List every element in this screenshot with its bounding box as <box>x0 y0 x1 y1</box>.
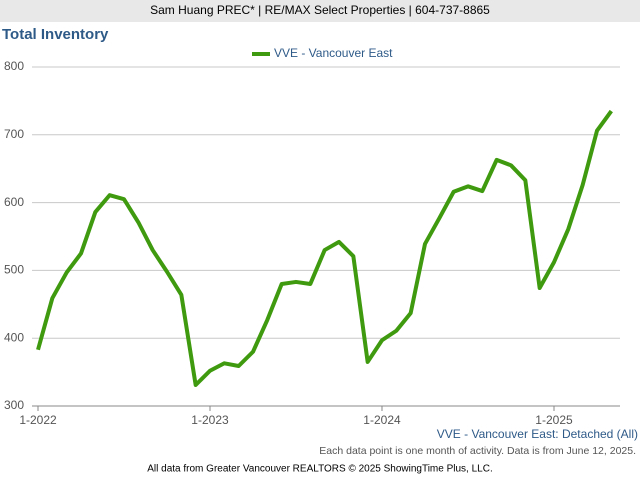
series-line <box>36 109 613 387</box>
y-tick-label: 600 <box>4 195 24 209</box>
x-tick-label: 1-2022 <box>19 413 57 427</box>
y-tick-label: 300 <box>4 398 24 412</box>
y-tick-label: 800 <box>4 59 24 73</box>
x-tick-label: 1-2024 <box>363 413 401 427</box>
y-tick-label: 700 <box>4 127 24 141</box>
note: Each data point is one month of activity… <box>319 445 636 457</box>
footer: All data from Greater Vancouver REALTORS… <box>147 464 492 475</box>
header: Sam Huang PREC* | RE/MAX Select Properti… <box>150 3 490 17</box>
chart-title: Total Inventory <box>2 26 109 43</box>
x-tick-label: 1-2025 <box>535 413 573 427</box>
y-tick-label: 400 <box>4 330 24 344</box>
y-tick-label: 500 <box>4 263 24 277</box>
subtitle: VVE - Vancouver East: Detached (All) <box>437 427 638 441</box>
x-tick-label: 1-2023 <box>191 413 229 427</box>
header-bar <box>0 0 640 22</box>
legend-label: VVE - Vancouver East <box>274 46 393 60</box>
